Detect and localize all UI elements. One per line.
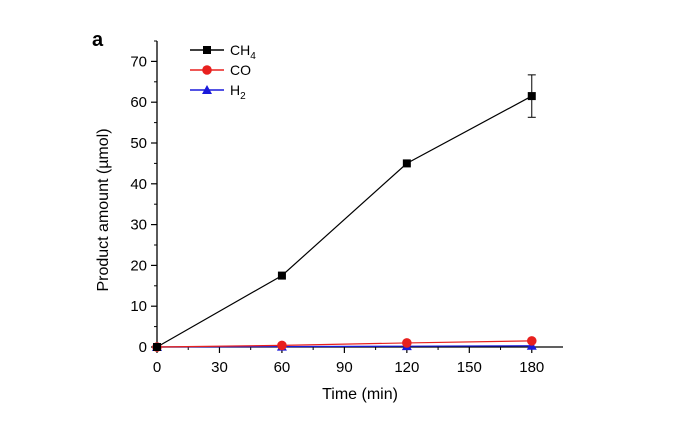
series-line-co <box>156 340 532 348</box>
data-point-ch4 <box>402 159 411 168</box>
y-tick-label: 10 <box>130 298 147 315</box>
legend-label-ch4: CH4 <box>230 42 256 62</box>
series-markers <box>152 92 537 352</box>
series-line-ch4 <box>156 95 533 348</box>
data-point-co <box>277 340 287 351</box>
legend-marker-ch4 <box>203 46 211 54</box>
data-point-ch4 <box>153 343 161 351</box>
series-lines <box>156 95 533 348</box>
y-tick-label: 50 <box>130 135 147 152</box>
plot-area: 0 10 20 30 40 50 60 70 0 30 60 90 120 150 180 <box>130 40 563 376</box>
legend-label-h2: H2 <box>230 82 246 102</box>
y-tick-label: 20 <box>130 257 147 274</box>
y-tick-label: 40 <box>130 176 147 193</box>
data-point-co <box>526 336 537 346</box>
series-line-h2 <box>156 345 532 348</box>
x-ticks: 0 30 60 90 120 150 180 <box>153 347 544 376</box>
data-point-ch4 <box>527 92 536 101</box>
legend-label-co: CO <box>230 62 251 78</box>
legend-marker-h2 <box>202 85 212 94</box>
x-tick-label: 120 <box>394 359 419 376</box>
y-axis-label: Product amount (µmol) <box>95 128 112 291</box>
y-tick-label: 60 <box>130 94 147 111</box>
data-point-co <box>402 338 412 348</box>
x-tick-label: 60 <box>274 359 291 376</box>
y-tick-label: 30 <box>130 217 147 234</box>
panel-label: a <box>92 29 104 51</box>
x-tick-label: 150 <box>457 359 482 376</box>
x-tick-label: 90 <box>336 359 353 376</box>
legend-marker-co <box>202 65 212 75</box>
y-ticks: 0 10 20 30 40 50 60 70 <box>130 40 157 356</box>
x-axis-label: Time (min) <box>322 386 398 403</box>
x-tick-label: 180 <box>519 359 544 376</box>
x-tick-label: 0 <box>153 359 161 376</box>
x-tick-label: 30 <box>211 359 228 376</box>
y-tick-label: 70 <box>130 53 147 70</box>
data-point-ch4 <box>277 271 286 280</box>
y-tick-label: 0 <box>139 339 147 356</box>
